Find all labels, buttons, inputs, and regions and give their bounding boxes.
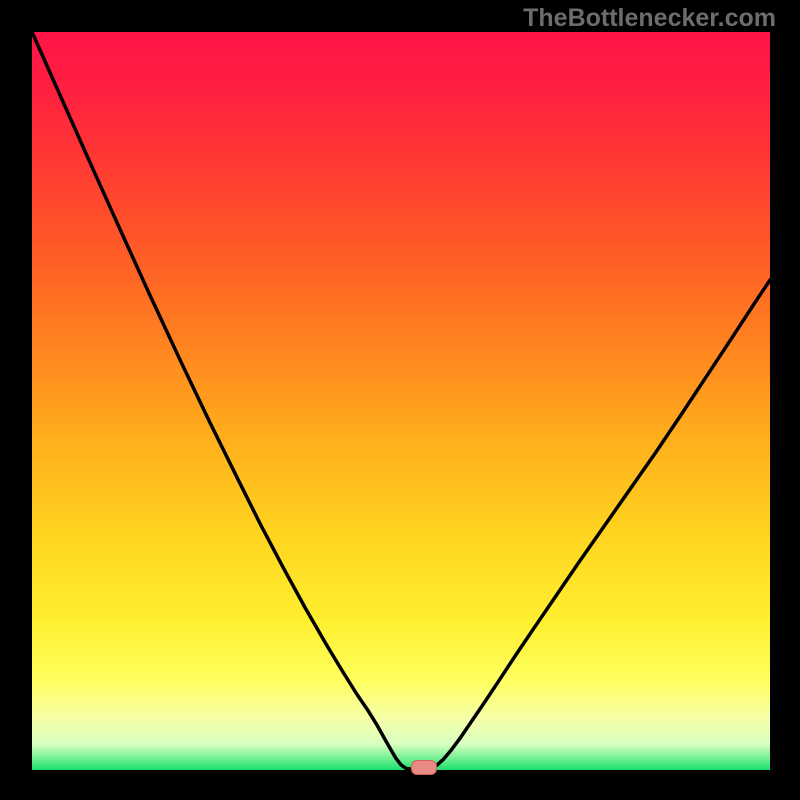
bottleneck-curve xyxy=(32,32,770,769)
optimal-point-marker xyxy=(411,760,437,775)
watermark-text: TheBottlenecker.com xyxy=(523,4,776,33)
bottleneck-chart: TheBottlenecker.com xyxy=(0,0,800,800)
chart-curve-layer xyxy=(0,0,800,800)
